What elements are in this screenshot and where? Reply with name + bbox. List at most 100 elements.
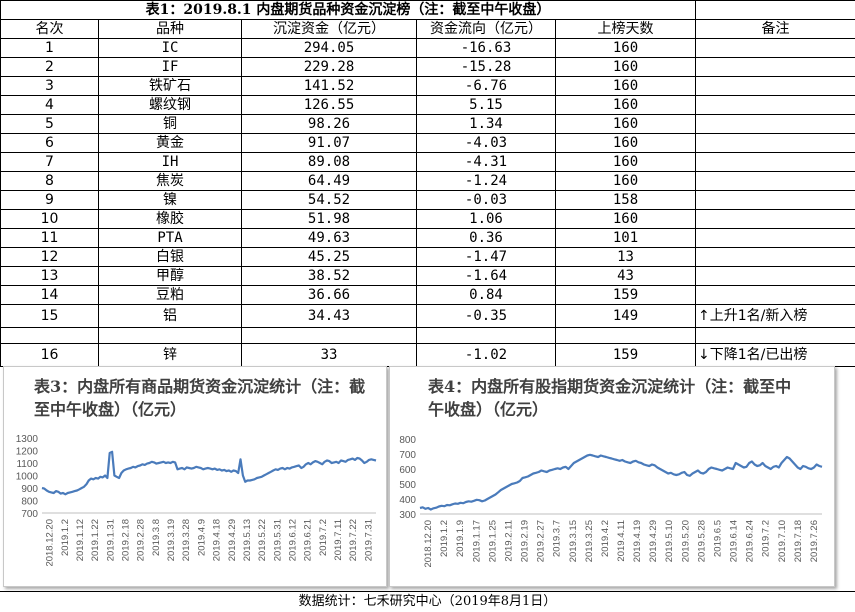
- x-tick-label: 2019.3.19: [166, 519, 177, 561]
- cell-rank: 6: [1, 134, 99, 153]
- series-line: [420, 455, 822, 510]
- cell-days: 158: [556, 191, 696, 210]
- cell-name: 橡胶: [99, 210, 242, 229]
- cell-name: IC: [99, 39, 242, 58]
- x-tick-label: 2019.7.26: [809, 520, 820, 562]
- x-tick-label: 2019.2.27: [536, 520, 547, 562]
- cell-fund: 36.66: [242, 286, 417, 305]
- y-tick-label: 400: [399, 495, 416, 506]
- cell-fund: 51.98: [242, 210, 417, 229]
- x-tick-label: 2019.2.11: [503, 520, 514, 562]
- cell-note: [696, 172, 855, 191]
- cell-name: IF: [99, 58, 242, 77]
- cell-days: 160: [556, 58, 696, 77]
- cell-flow: -6.76: [417, 77, 556, 96]
- cell-rank: 9: [1, 191, 99, 210]
- cell-flow: -15.28: [417, 58, 556, 77]
- y-tick-label: 1200: [16, 447, 39, 458]
- cell-flow: -0.03: [417, 191, 556, 210]
- cell-rank: 13: [1, 267, 99, 286]
- x-tick-label: 2019.5.20: [680, 520, 691, 562]
- x-tick-label: 2019.6.12: [288, 519, 299, 561]
- y-tick-label: 500: [399, 480, 416, 491]
- data-source-footer: 数据统计：七禾研究中心（2019年8月1日）: [0, 591, 855, 612]
- x-tick-label: 2019.7.18: [793, 520, 804, 562]
- cell-name: 铝: [99, 305, 242, 328]
- cell-rank: 8: [1, 172, 99, 191]
- y-tick-label: 300: [399, 510, 416, 521]
- cell-days: 160: [556, 39, 696, 58]
- x-tick-label: 2019.5.28: [696, 520, 707, 562]
- y-tick-label: 700: [21, 509, 38, 520]
- table-title: 表1：2019.8.1 内盘期货品种资金沉淀榜（注：截至中午收盘）: [1, 1, 696, 20]
- table-title-blank: [696, 1, 855, 20]
- y-tick-label: 800: [399, 435, 416, 446]
- cell-name: 甲醇: [99, 267, 242, 286]
- x-tick-label: 2019.4.9: [196, 519, 207, 556]
- cell-days: 43: [556, 267, 696, 286]
- cell-rank: 15: [1, 305, 99, 328]
- x-tick-label: 2019.6.21: [303, 519, 314, 561]
- cell-days: 160: [556, 77, 696, 96]
- cell-name: [99, 328, 242, 344]
- y-tick-label: 800: [21, 497, 38, 508]
- x-tick-label: 2019.6.24: [745, 520, 756, 562]
- x-tick-label: 2019.7.10: [777, 520, 788, 562]
- cell-rank: 7: [1, 153, 99, 172]
- cell-note: ↓下降1名/已出榜: [696, 344, 855, 367]
- cell-name: PTA: [99, 229, 242, 248]
- cell-days: 159: [556, 286, 696, 305]
- cell-days: 160: [556, 134, 696, 153]
- x-tick-label: 2019.1.12: [75, 519, 86, 561]
- cell-days: 13: [556, 248, 696, 267]
- x-tick-label: 2019.4.29: [648, 520, 659, 562]
- y-tick-label: 900: [21, 484, 38, 495]
- cell-name: 白银: [99, 248, 242, 267]
- x-tick-label: 2019.3.15: [568, 520, 579, 562]
- column-header: 资金流向（亿元）: [417, 20, 556, 39]
- cell-flow: 0.36: [417, 229, 556, 248]
- x-tick-label: 2019.6.5: [712, 520, 723, 557]
- cell-rank: 11: [1, 229, 99, 248]
- cell-flow: -0.35: [417, 305, 556, 328]
- cell-name: 焦炭: [99, 172, 242, 191]
- cell-name: IH: [99, 153, 242, 172]
- cell-note: [696, 77, 855, 96]
- x-tick-label: 2019.3.8: [151, 519, 162, 556]
- cell-days: 159: [556, 344, 696, 367]
- x-tick-label: 2019.5.10: [664, 520, 675, 562]
- cell-fund: 229.28: [242, 58, 417, 77]
- cell-flow: 5.15: [417, 96, 556, 115]
- x-tick-label: 2019.4.18: [212, 519, 223, 561]
- cell-flow: -1.02: [417, 344, 556, 367]
- cell-note: [696, 39, 855, 58]
- x-tick-label: 2019.7.11: [333, 519, 344, 561]
- cell-fund: 141.52: [242, 77, 417, 96]
- cell-rank: 16: [1, 344, 99, 367]
- cell-flow: [417, 328, 556, 344]
- cell-name: 螺纹钢: [99, 96, 242, 115]
- cell-fund: [242, 328, 417, 344]
- x-tick-label: 2019.6.14: [729, 520, 740, 562]
- column-header: 上榜天数: [556, 20, 696, 39]
- x-tick-label: 2019.4.2: [600, 520, 611, 557]
- cell-note: [696, 248, 855, 267]
- cell-note: [696, 153, 855, 172]
- cell-days: 160: [556, 172, 696, 191]
- cell-fund: 126.55: [242, 96, 417, 115]
- x-tick-label: 2019.1.2: [439, 520, 450, 557]
